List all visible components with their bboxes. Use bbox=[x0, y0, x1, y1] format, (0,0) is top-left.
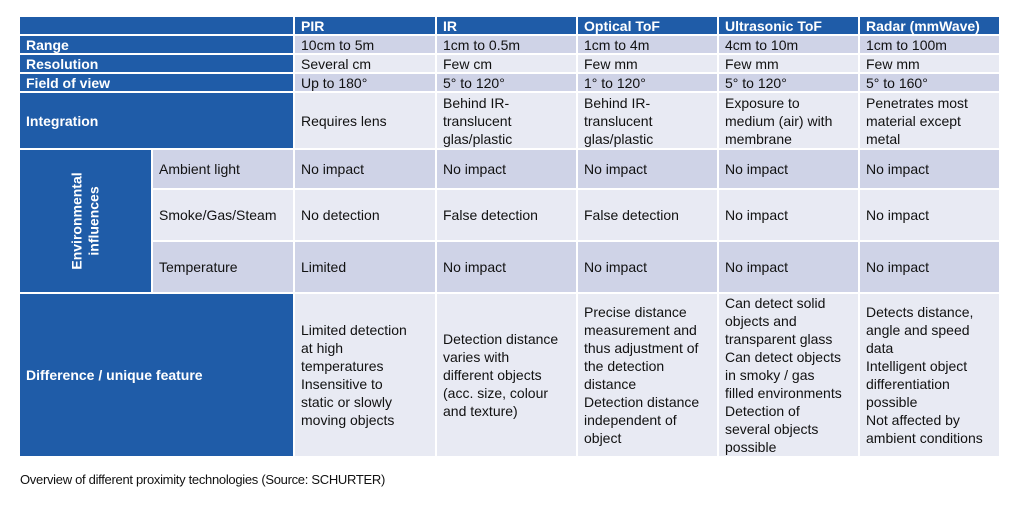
table-cell: False detection bbox=[578, 190, 719, 242]
table-cell: 1cm to 0.5m bbox=[437, 36, 578, 55]
table-cell: 5° to 120° bbox=[719, 74, 860, 93]
table-cell: Up to 180° bbox=[295, 74, 437, 93]
table-cell: 1cm to 100m bbox=[860, 36, 1001, 55]
row-label: Resolution bbox=[20, 55, 295, 74]
table-cell: Several cm bbox=[295, 55, 437, 74]
table-cell: Exposure to medium (air) with membrane bbox=[719, 93, 860, 150]
column-header: IR bbox=[437, 17, 578, 36]
table-cell: 1cm to 4m bbox=[578, 36, 719, 55]
table-cell: 10cm to 5m bbox=[295, 36, 437, 55]
table-cell: Limited bbox=[295, 242, 437, 294]
row-label: Range bbox=[20, 36, 295, 55]
table-cell: Behind IR- translucent glas/plastic bbox=[437, 93, 578, 150]
table-cell: No impact bbox=[719, 150, 860, 190]
table-cell: Detects distance, angle and speed data I… bbox=[860, 294, 1001, 458]
caption: Overview of different proximity technolo… bbox=[20, 472, 385, 487]
column-header: PIR bbox=[295, 17, 437, 36]
table-cell: No detection bbox=[295, 190, 437, 242]
row-label: Field of view bbox=[20, 74, 295, 93]
table-cell: No impact bbox=[719, 190, 860, 242]
table-cell: Few mm bbox=[719, 55, 860, 74]
table-cell: No impact bbox=[437, 242, 578, 294]
table-cell: 5° to 160° bbox=[860, 74, 1001, 93]
table-cell: Can detect solid objects and transparent… bbox=[719, 294, 860, 458]
table-cell: No impact bbox=[437, 150, 578, 190]
row-label: Difference / unique feature bbox=[20, 294, 295, 458]
group-label-text: Environmental influences bbox=[68, 172, 102, 270]
column-header: Radar (mmWave) bbox=[860, 17, 1001, 36]
row-label: Integration bbox=[20, 93, 295, 150]
column-header: Ultrasonic ToF bbox=[719, 17, 860, 36]
table-cell: Requires lens bbox=[295, 93, 437, 150]
table-cell: 1° to 120° bbox=[578, 74, 719, 93]
row-sublabel: Smoke/Gas/Steam bbox=[153, 190, 295, 242]
table-cell: No impact bbox=[860, 190, 1001, 242]
row-sublabel: Ambient light bbox=[153, 150, 295, 190]
table-cell: Behind IR- translucent glas/plastic bbox=[578, 93, 719, 150]
table-cell: Precise distance measurement and thus ad… bbox=[578, 294, 719, 458]
table-cell: Few mm bbox=[860, 55, 1001, 74]
table-cell: False detection bbox=[437, 190, 578, 242]
table-cell: Few mm bbox=[578, 55, 719, 74]
table-cell: No impact bbox=[578, 242, 719, 294]
table-cell: 5° to 120° bbox=[437, 74, 578, 93]
header-corner bbox=[20, 17, 295, 36]
table-cell: No impact bbox=[719, 242, 860, 294]
row-sublabel: Temperature bbox=[153, 242, 295, 294]
column-header: Optical ToF bbox=[578, 17, 719, 36]
table-cell: No impact bbox=[295, 150, 437, 190]
table-cell: No impact bbox=[860, 150, 1001, 190]
table-cell: No impact bbox=[578, 150, 719, 190]
table-cell: 4cm to 10m bbox=[719, 36, 860, 55]
table-cell: Penetrates most material except metal bbox=[860, 93, 1001, 150]
table-cell: Limited detection at high temperatures I… bbox=[295, 294, 437, 458]
group-label: Environmental influences bbox=[20, 150, 153, 294]
table-cell: Detection distance varies with different… bbox=[437, 294, 578, 458]
table-cell: Few cm bbox=[437, 55, 578, 74]
table-cell: No impact bbox=[860, 242, 1001, 294]
